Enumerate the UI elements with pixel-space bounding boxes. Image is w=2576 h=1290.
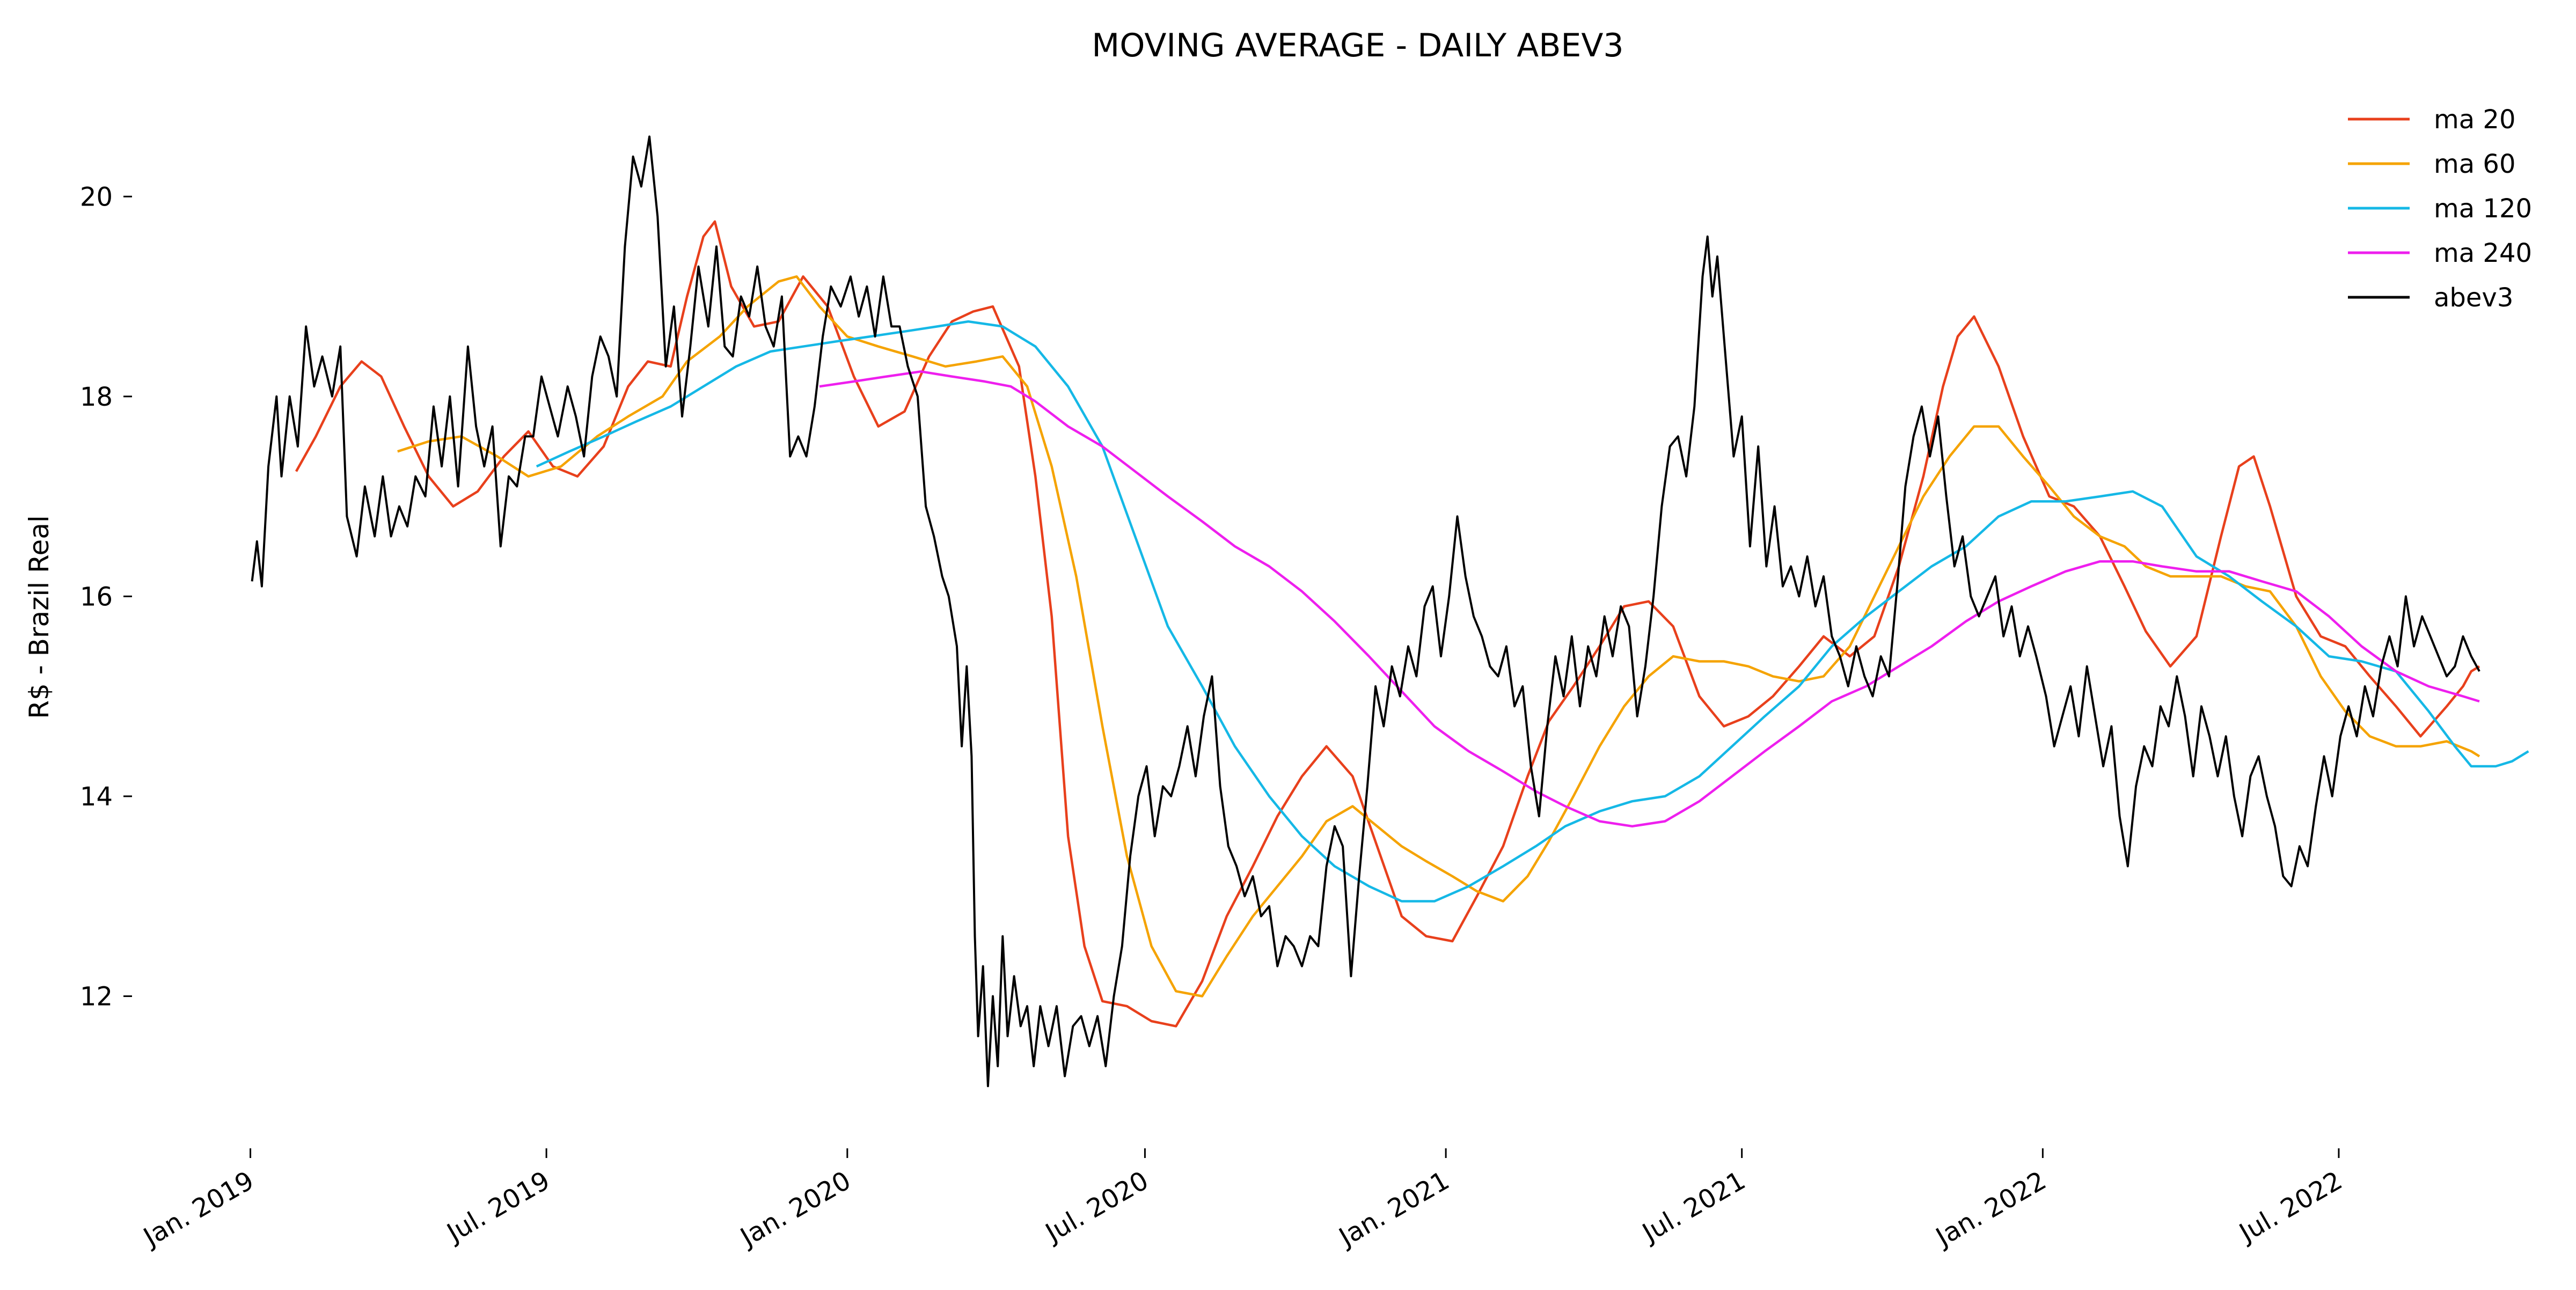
x-tick-label: Jan. 2020 xyxy=(734,1166,856,1253)
legend-label: ma 20 xyxy=(2434,105,2516,135)
legend-label: ma 240 xyxy=(2434,238,2532,268)
legend-label: abev3 xyxy=(2434,283,2513,313)
x-tick-label: Jan. 2022 xyxy=(1929,1166,2051,1253)
legend: ma 20 ma 60 ma 120 ma 240 abev3 xyxy=(2348,105,2532,313)
series-line-ma-120 xyxy=(536,320,2529,903)
x-axis: Jan. 2019 Jul. 2019 Jan. 2020 Jul. 2020 Jan.… xyxy=(137,1148,2347,1253)
series-line-abev3 xyxy=(251,135,2480,1088)
y-tick-label: 12 xyxy=(80,981,113,1012)
legend-label: ma 120 xyxy=(2434,194,2532,224)
series-line-ma-20 xyxy=(295,220,2480,1028)
series-line-ma-60 xyxy=(397,275,2480,998)
x-tick-label: Jul. 2021 xyxy=(1636,1166,1751,1249)
x-tick-label: Jan. 2019 xyxy=(137,1166,259,1253)
y-axis: 12 14 16 18 20 xyxy=(80,182,132,1012)
series-line-ma-240 xyxy=(819,370,2480,828)
x-tick-label: Jul. 2019 xyxy=(441,1166,555,1249)
y-tick-label: 16 xyxy=(80,582,113,612)
plot-area xyxy=(251,135,2529,1088)
y-tick-label: 20 xyxy=(80,182,113,212)
x-tick-label: Jan. 2021 xyxy=(1333,1166,1454,1253)
y-tick-label: 18 xyxy=(80,382,113,412)
x-tick-label: Jul. 2020 xyxy=(1039,1166,1153,1249)
chart-title: MOVING AVERAGE - DAILY ABEV3 xyxy=(1092,27,1623,64)
y-axis-label: R$ - Brazil Real xyxy=(24,515,55,719)
x-tick-label: Jul. 2022 xyxy=(2233,1166,2347,1249)
y-tick-label: 14 xyxy=(80,782,113,812)
legend-label: ma 60 xyxy=(2434,149,2516,179)
